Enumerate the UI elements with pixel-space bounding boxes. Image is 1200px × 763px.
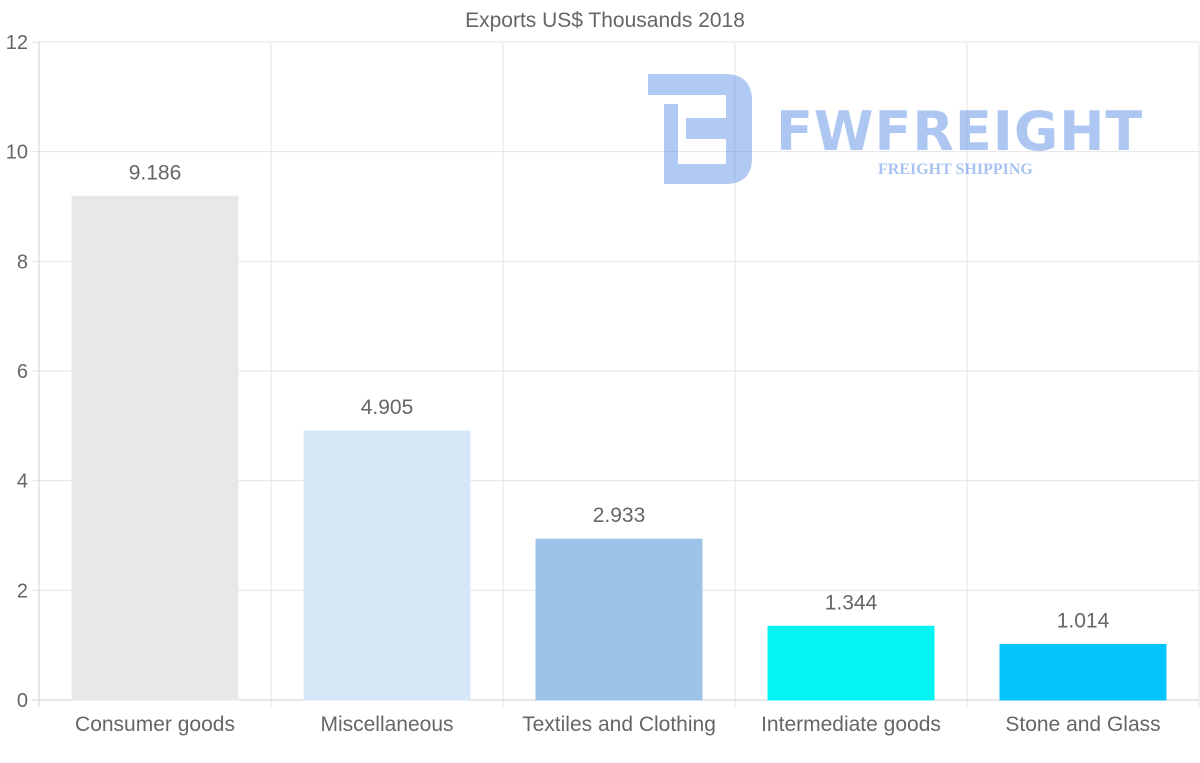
bar-5 (999, 643, 1167, 701)
y-tick-label: 0 (17, 690, 28, 712)
bar-value-label: 9.186 (129, 161, 182, 184)
y-tick-label: 4 (17, 471, 28, 493)
bar-3 (535, 538, 703, 701)
value-labels: 9.186 4.905 2.933 1.344 1.014 (129, 161, 1110, 632)
watermark-brand: FWFREIGHT (776, 100, 1143, 163)
bar-value-label: 2.933 (593, 504, 646, 527)
x-category-label: Miscellaneous (320, 713, 453, 736)
watermark-logo-icon (648, 74, 752, 184)
y-tick-label: 2 (17, 580, 28, 602)
chart-title: Exports US$ Thousands 2018 (465, 9, 745, 32)
bar-value-label: 1.014 (1057, 609, 1110, 632)
y-tick-label: 8 (17, 251, 28, 273)
bar-value-label: 4.905 (361, 396, 414, 419)
y-tick-label: 10 (6, 142, 28, 164)
watermark-logo: FWFREIGHT FREIGHT SHIPPING (648, 74, 1143, 184)
x-category-label: Intermediate goods (761, 713, 941, 736)
bar-1 (71, 195, 239, 701)
bar-2 (303, 430, 471, 701)
x-axis-categories: Consumer goods Miscellaneous Textiles and … (75, 713, 1161, 736)
bar-value-label: 1.344 (825, 591, 878, 614)
watermark-tagline: FREIGHT SHIPPING (878, 161, 1033, 178)
x-category-label: Stone and Glass (1005, 713, 1160, 736)
y-axis-ticks: 0 2 4 6 8 10 12 (6, 32, 28, 712)
bars (71, 195, 1167, 701)
y-tick-label: 6 (17, 361, 28, 383)
x-category-label: Consumer goods (75, 713, 235, 736)
y-tick-label: 12 (6, 32, 28, 54)
bar-4 (767, 625, 935, 701)
x-category-label: Textiles and Clothing (522, 713, 716, 736)
watermark-logo-bar (664, 104, 678, 164)
